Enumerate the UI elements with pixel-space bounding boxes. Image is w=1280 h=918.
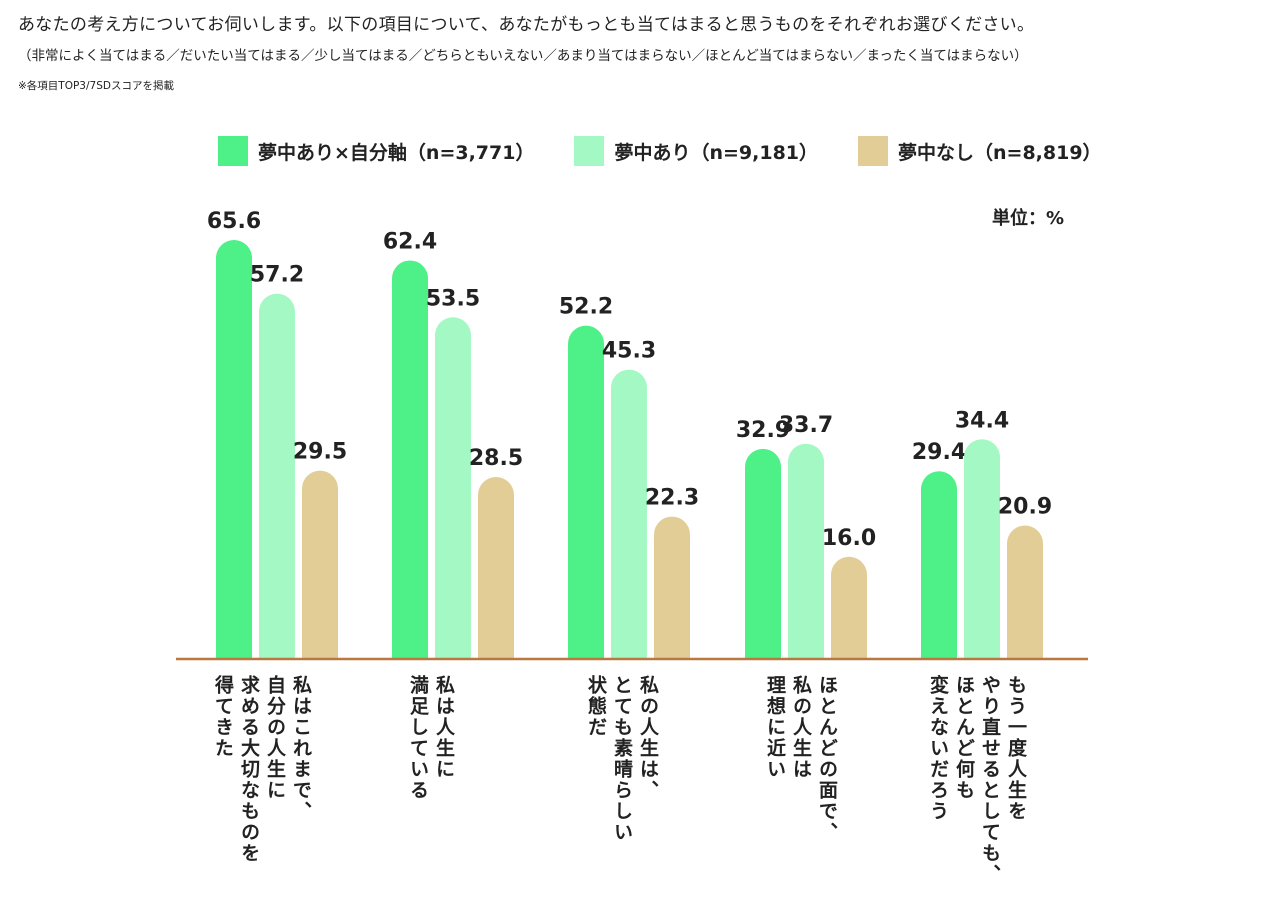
bar-s2-c5 [964, 439, 1000, 659]
bar-s2-c4 [788, 443, 824, 659]
bar-s3-c3 [654, 516, 690, 659]
legend-item-series-3: 夢中なし（n=8,819） [858, 136, 1102, 166]
bar-s1-c5 [921, 471, 957, 659]
legend-label-series-1: 夢中あり×自分軸（n=3,771） [258, 141, 535, 164]
value-label-s1-c1: 65.6 [207, 209, 261, 234]
bar-s1-c2 [392, 260, 428, 659]
legend-swatch-series-1 [218, 136, 248, 166]
value-label-s1-c2: 62.4 [383, 229, 437, 254]
bar-s1-c3 [568, 325, 604, 659]
value-label-s2-c4: 33.7 [779, 413, 833, 438]
category-label-5: もう一度人生を やり直せるとしても、 ほとんど何も 変えないだろう [927, 675, 1027, 885]
legend-label-series-2: 夢中あり（n=9,181） [614, 141, 819, 164]
legend: 夢中あり×自分軸（n=3,771） 夢中あり（n=9,181） 夢中なし（n=8… [218, 136, 1142, 166]
bar-s2-c2 [435, 317, 471, 659]
answer-scale: （非常によく当てはまる／だいたい当てはまる／少し当てはまる／どちらともいえない／… [18, 48, 1028, 64]
value-label-s3-c4: 16.0 [822, 526, 876, 551]
legend-item-series-1: 夢中あり×自分軸（n=3,771） [218, 136, 534, 166]
bar-s2-c1 [259, 293, 295, 659]
score-note: ※各項目TOP3/7SDスコアを掲載 [18, 80, 174, 92]
value-label-s2-c2: 53.5 [426, 286, 480, 311]
chart-title: あなたの考え方についてお伺いします。以下の項目について、あなたがもっとも当てはま… [18, 15, 1035, 35]
value-label-s2-c5: 34.4 [955, 408, 1009, 433]
bar-s3-c4 [831, 556, 867, 659]
legend-swatch-series-2 [574, 136, 605, 166]
value-label-s3-c3: 22.3 [645, 486, 699, 511]
legend-label-series-3: 夢中なし（n=8,819） [898, 141, 1102, 164]
value-label-s1-c4: 32.9 [736, 418, 790, 443]
legend-swatch-series-3 [858, 136, 889, 166]
bar-s3-c5 [1007, 525, 1043, 659]
value-label-s2-c1: 57.2 [250, 263, 304, 288]
category-label-3: 私の人生は、 とても素晴らしい 状態だ [585, 675, 659, 843]
bar-s3-c2 [478, 476, 514, 659]
bar-s1-c1 [216, 240, 252, 659]
category-label-2: 私は人生に 満足している [407, 675, 455, 801]
bar-s3-c1 [302, 470, 338, 659]
category-label-4: ほとんどの面で、 私の人生は 理想に近い [764, 675, 838, 843]
category-label-1: 私はこれまで、 自分の人生に 求める大切なものを 得てきた [212, 675, 312, 864]
value-label-s1-c3: 52.2 [559, 295, 613, 320]
value-label-s3-c2: 28.5 [469, 446, 523, 471]
unit-label: 単位：% [992, 208, 1065, 229]
value-label-s2-c3: 45.3 [602, 339, 656, 364]
value-label-s1-c5: 29.4 [912, 440, 966, 465]
legend-item-series-2: 夢中あり（n=9,181） [574, 136, 818, 166]
bar-s2-c3 [611, 369, 647, 659]
value-label-s3-c5: 20.9 [998, 495, 1052, 520]
value-label-s3-c1: 29.5 [293, 440, 347, 465]
bar-s1-c4 [745, 448, 781, 659]
